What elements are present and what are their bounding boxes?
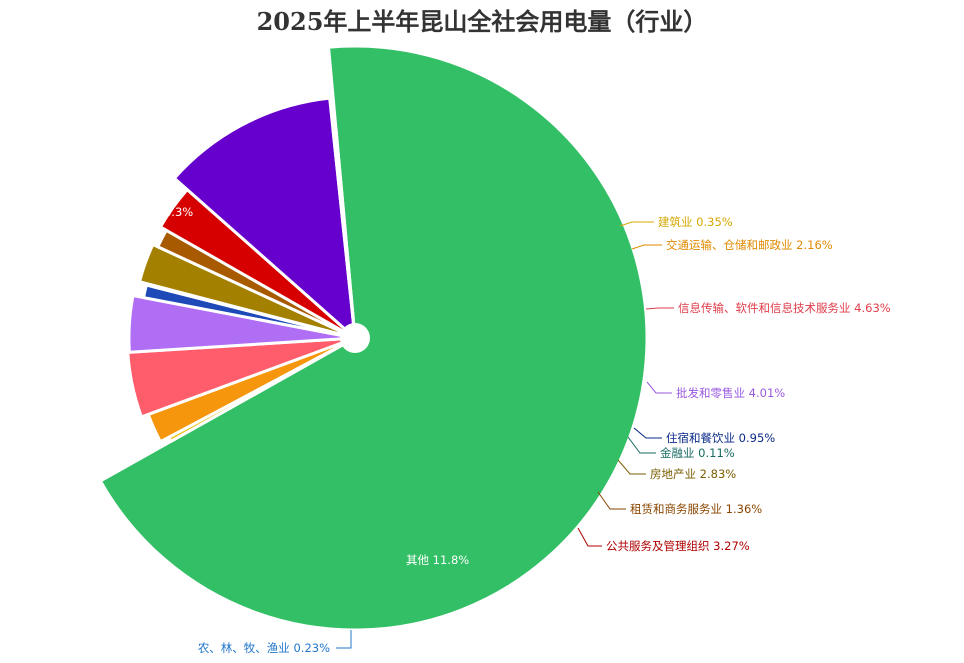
leader-line-5 bbox=[633, 427, 662, 439]
pie-slice-3[interactable] bbox=[126, 336, 357, 419]
leader-line-2 bbox=[631, 244, 662, 250]
slice-label-3: 信息传输、软件和信息技术服务业 4.63% bbox=[678, 301, 891, 315]
slice-label-11: 农、林、牧、渔业 0.23% bbox=[198, 641, 330, 655]
slice-label-2: 交通运输、仓储和邮政业 2.16% bbox=[666, 238, 833, 252]
pie-slice-11[interactable] bbox=[331, 127, 357, 340]
leader-line-6 bbox=[627, 436, 656, 454]
leader-line-3 bbox=[645, 307, 674, 310]
leader-line-7 bbox=[617, 459, 646, 475]
pie-slice-10[interactable] bbox=[172, 96, 357, 340]
slice-label-6: 金融业 0.11% bbox=[660, 446, 735, 460]
slice-label-7: 房地产业 2.83% bbox=[650, 467, 736, 481]
leader-line-4 bbox=[646, 381, 672, 394]
pie-slice-4[interactable] bbox=[127, 294, 357, 354]
pie-slice-0[interactable] bbox=[98, 44, 649, 632]
slice-label-0: 工业 68.3% bbox=[130, 205, 193, 219]
leader-line-1 bbox=[619, 221, 654, 227]
pie-center-hole bbox=[340, 323, 370, 353]
slice-label-9: 公共服务及管理组织 3.27% bbox=[606, 539, 750, 553]
leader-line-9 bbox=[577, 527, 602, 547]
leader-line-8 bbox=[597, 491, 626, 510]
slice-label-10: 其他 11.8% bbox=[406, 553, 469, 567]
chart-title: 2025年上半年昆山全社会用电量（行业） bbox=[256, 7, 708, 36]
slice-label-8: 租赁和商务服务业 1.36% bbox=[630, 502, 762, 516]
slice-label-5: 住宿和餐饮业 0.95% bbox=[666, 431, 775, 445]
slice-label-4: 批发和零售业 4.01% bbox=[676, 386, 785, 400]
leader-line-11 bbox=[336, 630, 352, 649]
slice-label-1: 建筑业 0.35% bbox=[658, 215, 733, 229]
